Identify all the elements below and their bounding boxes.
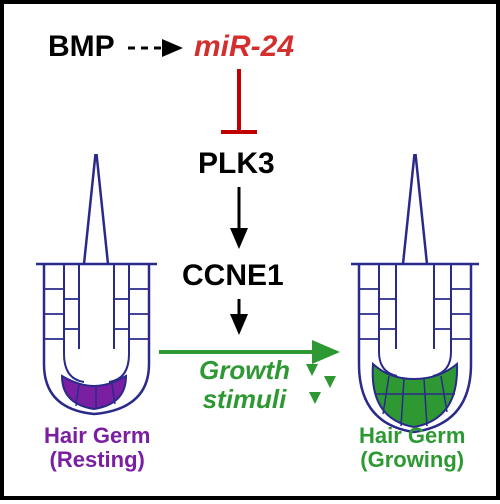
label-hair-germ-resting: Hair Germ (Resting) (44, 424, 150, 472)
label-hair-germ-growing: Hair Germ (Growing) (359, 424, 465, 472)
hair-follicle-growing (339, 154, 499, 454)
diagram-container: BMP miR-24 PLK3 CCNE1 Growth st (0, 0, 500, 500)
hair-follicle-resting (24, 154, 174, 434)
